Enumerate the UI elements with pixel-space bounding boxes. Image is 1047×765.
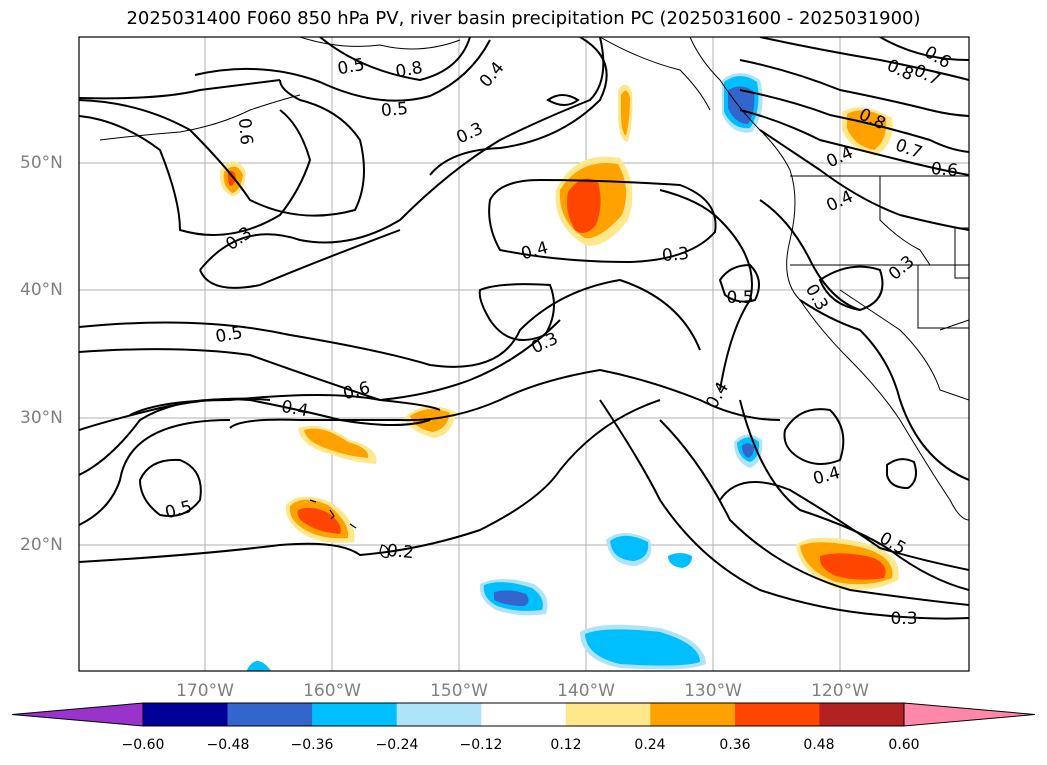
gridlines (79, 37, 969, 671)
precip-negative-blob (494, 590, 529, 606)
colorbar-tick: −0.48 (206, 737, 250, 753)
contour-label: 0.6 (234, 117, 256, 146)
contour-label: 0.5 (726, 288, 753, 308)
colorbar-cell (650, 703, 736, 726)
contour-label: 0.4 (280, 397, 310, 421)
precip-negative-blob (610, 535, 649, 561)
map-title: 2025031400 F060 850 hPa PV, river basin … (126, 8, 921, 29)
colorbar-tick: 0.12 (550, 737, 582, 753)
lat-label: 20°N (20, 535, 63, 555)
contour-label: 0.3 (890, 609, 917, 629)
contour-label: 0.2 (386, 541, 415, 563)
precip-positive-blob (621, 90, 630, 136)
contour-label: 0.6 (930, 159, 959, 181)
colorbar-tick: −0.60 (121, 737, 165, 753)
precip-negative-blob (585, 629, 700, 666)
contour-label: 0.5 (214, 323, 244, 347)
precip-positive-blob (297, 507, 341, 534)
precip-shading (219, 73, 899, 671)
colorbar-cells (11, 702, 1036, 727)
colorbar-cell (143, 703, 229, 726)
lon-label: 140°W (557, 681, 615, 701)
contour-label: 0.3 (661, 244, 690, 266)
precip-negative-blob (728, 86, 755, 124)
colorbar-frame (142, 702, 905, 727)
colorbar-tick: −0.24 (375, 737, 419, 753)
hawaii-islands (309, 499, 389, 558)
lon-label: 160°W (303, 681, 361, 701)
colorbar-tick: −0.12 (459, 737, 503, 753)
contour-label: 0.5 (336, 55, 366, 79)
precip-positive-blob (819, 553, 886, 580)
precip-negative-blob (668, 553, 692, 568)
colorbar-tick: −0.36 (290, 737, 334, 753)
lat-label: 30°N (20, 408, 63, 428)
colorbar-cell (312, 703, 398, 726)
precip-negative-blob (246, 661, 272, 671)
colorbar-tick: 0.36 (719, 737, 751, 753)
precip-positive-blob (304, 428, 369, 458)
colorbar-cell (396, 703, 482, 726)
contour-label: 0.5 (380, 99, 409, 121)
lat-label: 50°N (20, 153, 63, 173)
colorbar-cell (227, 703, 313, 726)
colorbar-tick: 0.48 (803, 737, 835, 753)
lon-label: 130°W (684, 681, 742, 701)
precip-negative-blob (742, 443, 754, 458)
precip-positive-blob (566, 178, 601, 234)
colorbar-cell (734, 703, 820, 726)
lat-label: 40°N (20, 280, 63, 300)
contour-label: 0.8 (394, 58, 424, 82)
colorbar-tick: 0.60 (888, 737, 920, 753)
colorbar-cell (819, 703, 905, 726)
lon-label: 150°W (430, 681, 488, 701)
colorbar-cell (565, 703, 651, 726)
colorbar-extend-low (11, 702, 144, 727)
map-canvas: 0.5 0.3 0.4 0.3 0.4 0.3 0.5 0.6 0.4 0.5 … (78, 36, 970, 672)
map-frame (78, 36, 970, 672)
colorbar-cell (481, 703, 567, 726)
lon-label: 170°W (176, 681, 234, 701)
coastlines (99, 37, 969, 521)
pv-contours (79, 37, 969, 620)
lon-label: 120°W (811, 681, 869, 701)
colorbar-extend-high (903, 702, 1036, 727)
colorbar-tick: 0.24 (634, 737, 666, 753)
